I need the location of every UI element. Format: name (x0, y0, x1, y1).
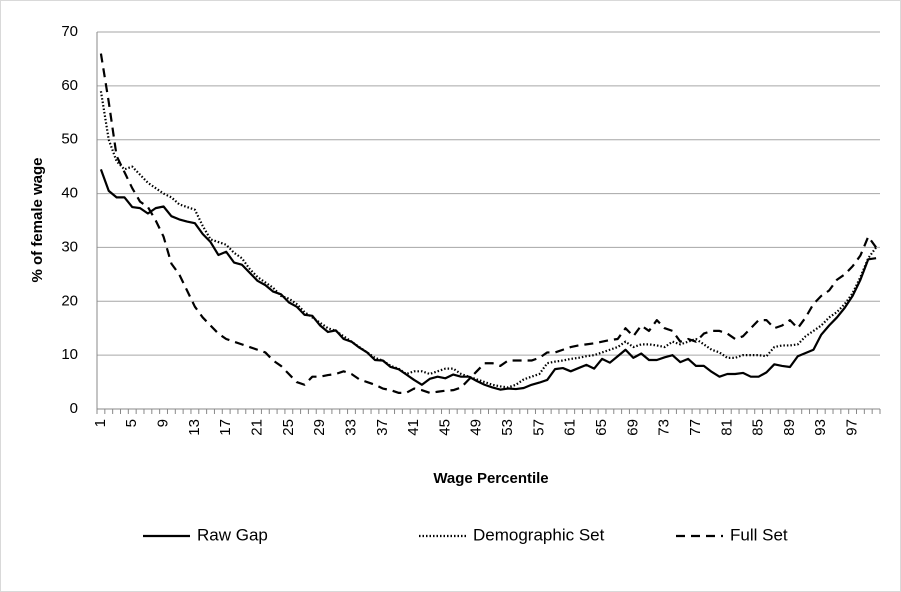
legend-label: Demographic Set (473, 525, 605, 544)
y-tick-label: 70 (61, 23, 78, 40)
series-line (99, 53, 877, 394)
x-tick-label: 77 (687, 419, 704, 436)
x-tick-label: 5 (123, 419, 140, 427)
y-axis-title: % of female wage (29, 157, 46, 282)
legend-label: Full Set (730, 525, 788, 544)
x-tick-label: 33 (342, 419, 359, 436)
x-tick-label: 85 (750, 419, 767, 436)
y-tick-label: 40 (61, 185, 78, 202)
x-tick-label: 17 (217, 419, 234, 436)
x-axis-title: Wage Percentile (433, 470, 548, 487)
x-tick-label: 81 (718, 419, 735, 436)
x-tick-label: 29 (311, 419, 328, 436)
x-tick-label: 69 (624, 419, 641, 436)
x-tick-label: 13 (186, 419, 203, 436)
x-tick-label: 61 (562, 419, 579, 436)
y-tick-label: 50 (61, 131, 78, 148)
x-tick-label: 97 (844, 419, 861, 436)
x-tick-label: 25 (280, 419, 297, 436)
x-tick-label: 49 (468, 419, 485, 436)
series-line (99, 91, 877, 389)
x-tick-label: 57 (530, 419, 547, 436)
x-tick-label: 41 (405, 419, 422, 436)
x-tick-label: 37 (374, 419, 391, 436)
y-tick-label: 30 (61, 238, 78, 255)
y-tick-label: 60 (61, 77, 78, 94)
y-tick-label: 20 (61, 292, 78, 309)
x-tick-label: 73 (656, 419, 673, 436)
x-tick-label: 53 (499, 419, 516, 436)
x-tick-label: 93 (812, 419, 829, 436)
x-tick-label: 9 (155, 419, 172, 427)
x-tick-label: 65 (593, 419, 610, 436)
series-line (99, 168, 877, 391)
x-tick-label: 1 (92, 419, 109, 427)
x-tick-label: 89 (781, 419, 798, 436)
y-tick-label: 0 (70, 400, 78, 417)
x-tick-label: 45 (436, 419, 453, 436)
x-tick-label: 21 (248, 419, 265, 436)
y-tick-label: 10 (61, 346, 78, 363)
legend-label: Raw Gap (197, 525, 268, 544)
